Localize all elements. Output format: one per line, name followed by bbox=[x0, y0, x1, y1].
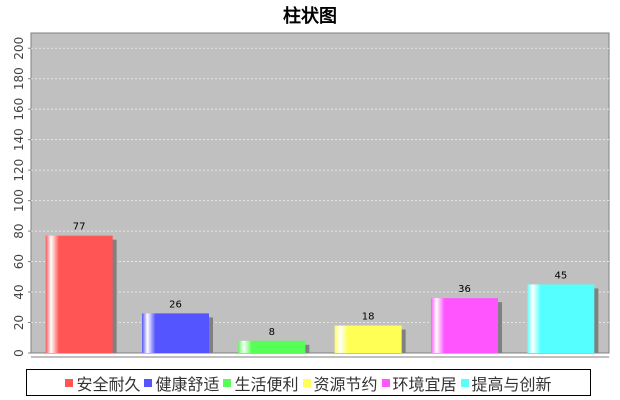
legend-label: 健康舒适 bbox=[155, 374, 220, 394]
y-tick-label: 160 bbox=[12, 98, 26, 121]
data-label: 18 bbox=[362, 312, 375, 323]
chart-title: 柱状图 bbox=[283, 6, 337, 27]
y-tick-label: 100 bbox=[12, 189, 26, 212]
legend-swatch bbox=[144, 378, 153, 387]
legend-item: 健康舒适 bbox=[144, 371, 219, 395]
legend-label: 环境宜居 bbox=[392, 374, 457, 394]
y-tick-label: 60 bbox=[12, 254, 26, 269]
y-tick-label: 180 bbox=[12, 67, 26, 90]
bar-2 bbox=[142, 313, 209, 353]
legend-swatch bbox=[65, 378, 74, 387]
bar-3 bbox=[238, 340, 306, 353]
legend-label: 资源节约 bbox=[313, 374, 378, 394]
y-tick-label: 80 bbox=[12, 223, 26, 238]
legend-label: 提高与创新 bbox=[471, 374, 552, 394]
data-label: 45 bbox=[554, 270, 567, 281]
data-label: 26 bbox=[169, 299, 182, 310]
bar-1 bbox=[45, 235, 113, 353]
legend-item: 生活便利 bbox=[223, 371, 299, 395]
y-tick-label: 140 bbox=[12, 128, 26, 151]
legend-item: 安全耐久 bbox=[65, 371, 140, 395]
legend-item: 提高与创新 bbox=[460, 371, 552, 395]
data-label: 36 bbox=[458, 284, 471, 295]
y-tick-label: 120 bbox=[12, 159, 26, 182]
bar-5 bbox=[431, 298, 498, 353]
plot-area bbox=[30, 32, 610, 354]
legend-label: 生活便利 bbox=[234, 374, 299, 394]
legend-swatch bbox=[223, 378, 232, 387]
y-tick-label: 200 bbox=[12, 37, 26, 60]
data-label: 8 bbox=[269, 327, 275, 338]
legend-item: 资源节约 bbox=[302, 371, 378, 395]
y-tick-label: 40 bbox=[12, 284, 26, 299]
legend-swatch bbox=[302, 378, 311, 387]
legend: 安全耐久 健康舒适 生活便利 资源节约 环境宜居 提高与创新 bbox=[26, 369, 591, 396]
legend-swatch bbox=[381, 378, 390, 387]
y-tick-label: 0 bbox=[12, 349, 26, 357]
legend-item: 环境宜居 bbox=[381, 371, 457, 395]
y-tick-label: 20 bbox=[12, 315, 26, 330]
bar-4 bbox=[334, 325, 402, 353]
legend-swatch bbox=[460, 378, 469, 387]
bar-6 bbox=[527, 284, 595, 353]
data-label: 77 bbox=[73, 222, 86, 233]
legend-label: 安全耐久 bbox=[76, 374, 141, 394]
